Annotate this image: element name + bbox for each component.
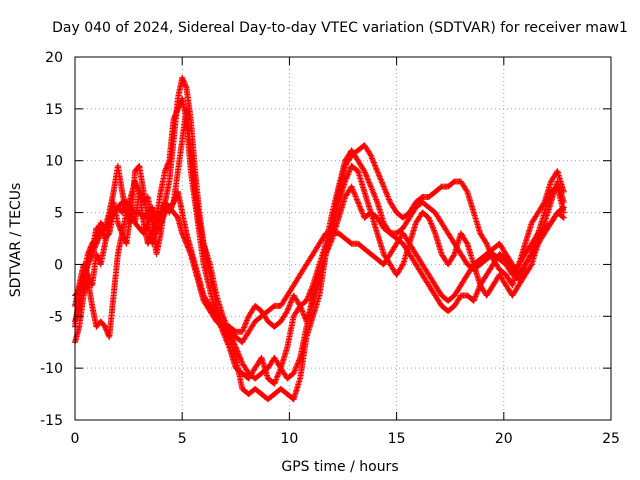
data-points bbox=[72, 74, 567, 403]
x-tick-label: 0 bbox=[71, 431, 80, 447]
y-tick-labels: -15 -10 -5 0 5 10 15 20 bbox=[40, 50, 63, 429]
y-tick-label: 0 bbox=[54, 257, 63, 273]
y-tick-label: 20 bbox=[45, 50, 63, 66]
plot-frame bbox=[74, 56, 612, 421]
y-tick-label: -10 bbox=[40, 361, 63, 377]
y-tick-label: 5 bbox=[54, 206, 63, 222]
y-tick-label: -15 bbox=[40, 413, 63, 429]
x-tick-label: 20 bbox=[495, 431, 513, 447]
x-tick-label: 15 bbox=[388, 431, 406, 447]
y-tick-label: 15 bbox=[45, 102, 63, 118]
y-tick-label: -5 bbox=[49, 309, 63, 325]
grid-lines bbox=[75, 57, 611, 420]
x-tick-label: 25 bbox=[602, 431, 620, 447]
y-tick-label: 10 bbox=[45, 154, 63, 170]
x-tick-label: 5 bbox=[178, 431, 187, 447]
x-tick-label: 10 bbox=[280, 431, 298, 447]
tick-marks bbox=[74, 56, 612, 421]
x-tick-labels: 0 5 10 15 20 25 bbox=[71, 431, 620, 447]
x-axis-label: GPS time / hours bbox=[281, 459, 398, 475]
chart-title: Day 040 of 2024, Sidereal Day-to-day VTE… bbox=[52, 20, 628, 36]
y-axis-label: SDTVAR / TECUs bbox=[8, 183, 24, 298]
